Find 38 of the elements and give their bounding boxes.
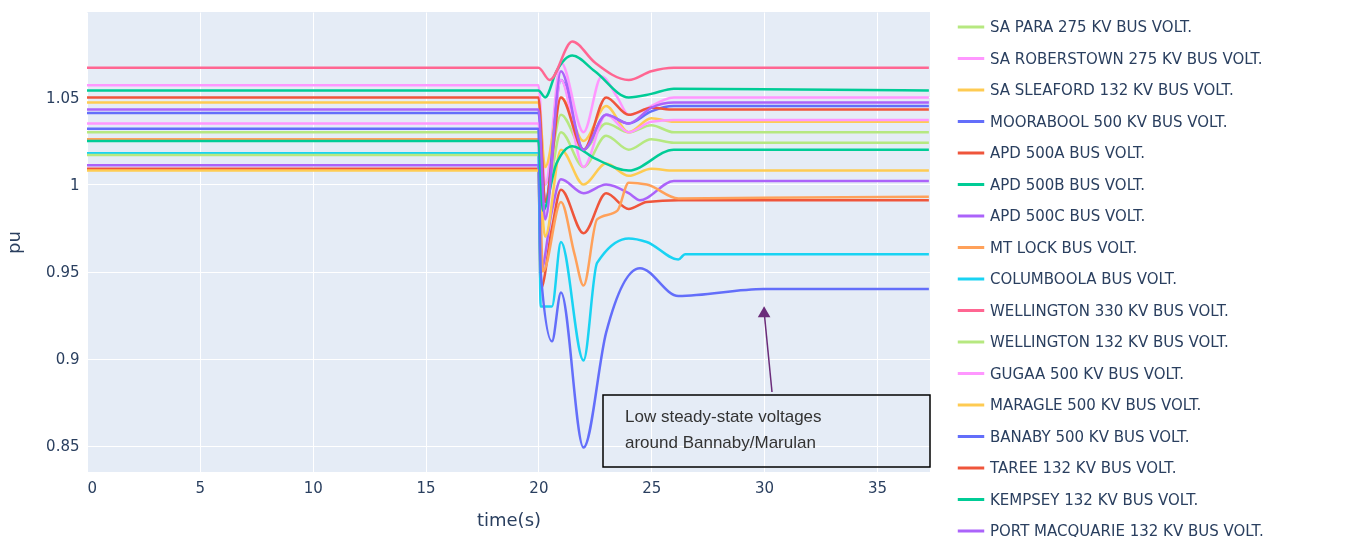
legend-label: SA SLEAFORD 132 KV BUS VOLT.	[990, 81, 1234, 99]
x-tick-label: 15	[416, 478, 436, 497]
x-tick-label: 5	[195, 478, 206, 497]
x-tick-label: 20	[529, 478, 549, 497]
legend-label: MARAGLE 500 KV BUS VOLT.	[990, 396, 1202, 414]
x-tick-label: 30	[755, 478, 775, 497]
legend-label: WELLINGTON 330 KV BUS VOLT.	[990, 301, 1229, 320]
line-series	[85, 54, 931, 99]
legend-label: BANABY 500 KV BUS VOLT.	[990, 427, 1190, 446]
annotation: Low steady-state voltages around Bannaby/Marulan	[625, 407, 822, 452]
legend-label: SA PARA 275 KV BUS VOLT.	[990, 18, 1193, 36]
y-tick-label: 0.85	[46, 437, 80, 456]
y-tick-label: 0.95	[46, 263, 80, 282]
legend-label: MT LOCK BUS VOLT.	[990, 238, 1138, 257]
legend-label: WELLINGTON 132 KV BUS VOLT.	[990, 333, 1229, 351]
x-tick-label: 10	[303, 478, 323, 497]
y-tick-label: 1	[69, 176, 80, 194]
line-series	[85, 148, 931, 239]
legend-label: SA ROBERSTOWN 275 KV BUS VOLT.	[990, 49, 1263, 68]
line-series	[85, 40, 931, 82]
line-series	[85, 137, 931, 287]
legend-label: APD 500A BUS VOLT.	[990, 144, 1146, 162]
legend-label: MOORABOOL 500 KV BUS VOLT.	[990, 112, 1228, 131]
x-tick-label: 0	[87, 478, 98, 497]
x-tick-label: 35	[867, 478, 888, 497]
y-tick-label: 0.9	[55, 350, 80, 369]
legend-label: APD 500B BUS VOLT.	[990, 175, 1146, 194]
x-axis-title: time(s)	[476, 508, 542, 530]
legend-label: TAREE 132 KV BUS VOLT.	[989, 459, 1177, 477]
line-series	[85, 139, 931, 212]
y-tick-label: 1.05	[46, 88, 80, 107]
line-series	[85, 127, 931, 449]
legend-label: GUGAA 500 KV BUS VOLT.	[990, 364, 1185, 383]
legend-label: APD 500C BUS VOLT.	[990, 207, 1146, 225]
x-tick-label: 25	[642, 478, 662, 497]
legend-label: COLUMBOOLA BUS VOLT.	[990, 270, 1177, 288]
y-axis-title: pu	[3, 231, 25, 254]
legend-label: KEMPSEY 132 KV BUS VOLT.	[990, 490, 1199, 509]
